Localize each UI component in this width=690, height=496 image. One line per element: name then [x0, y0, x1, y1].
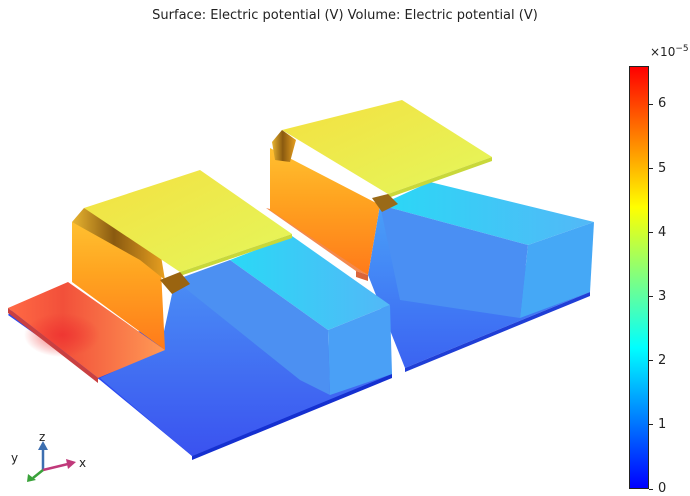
right-block [266, 100, 594, 372]
right-floor-front-edge [405, 292, 590, 372]
colorbar-tick-label: 1 [658, 416, 667, 432]
left-inner-wall [175, 260, 330, 395]
left-pad-edge [8, 308, 98, 383]
colorbar-multiplier-base: ×10 [650, 45, 676, 59]
right-far-wall [520, 222, 594, 318]
x-axis [42, 462, 69, 472]
x-arrowhead [66, 459, 76, 469]
x-axis-label: x [79, 456, 87, 470]
left-far-wall [328, 305, 392, 395]
left-pad-hotspot [24, 313, 100, 357]
colorbar-tick [649, 296, 653, 298]
right-front-bend [372, 194, 398, 212]
right-step-wall [270, 148, 380, 275]
right-channel [380, 182, 594, 245]
colorbar-multiplier-exponent: −5 [675, 44, 689, 54]
colorbar-tick [649, 488, 653, 490]
y-axis [32, 469, 44, 479]
colorbar-multiplier: ×10−5 [650, 44, 689, 59]
colorbar-tick [649, 232, 653, 234]
colorbar-tick-label: 5 [658, 160, 667, 176]
colorbar-tick [649, 424, 653, 426]
left-floor-front-edge [192, 374, 392, 460]
y-axis-label: y [11, 451, 19, 465]
z-arrowhead [38, 441, 48, 450]
colorbar-tick [649, 360, 653, 362]
colorbar-tick-label: 0 [658, 481, 667, 496]
colorbar [629, 66, 649, 489]
left-bend [72, 208, 165, 280]
colorbar-tick [649, 168, 653, 170]
right-top-edge [388, 157, 492, 198]
right-top [282, 100, 492, 194]
left-top-edge [180, 234, 292, 276]
left-channel [230, 236, 390, 330]
right-bend [272, 130, 296, 162]
colorbar-tick-label: 2 [658, 352, 667, 368]
colorbar-tick-label: 3 [658, 288, 667, 304]
y-arrowhead [27, 474, 36, 482]
right-pad-edge [356, 271, 368, 281]
plot-title: Surface: Electric potential (V) Volume: … [152, 8, 538, 23]
colorbar-tick [649, 103, 653, 105]
axis-triad [27, 441, 76, 482]
left-floor [100, 280, 392, 456]
left-front-bend [160, 272, 190, 294]
right-inner-wall [380, 205, 528, 318]
left-block [8, 170, 392, 460]
left-top [84, 170, 292, 272]
right-pad [266, 208, 368, 275]
z-axis-label: z [39, 430, 46, 444]
colorbar-tick-label: 4 [658, 224, 667, 240]
colorbar-tick-label: 6 [658, 96, 667, 112]
